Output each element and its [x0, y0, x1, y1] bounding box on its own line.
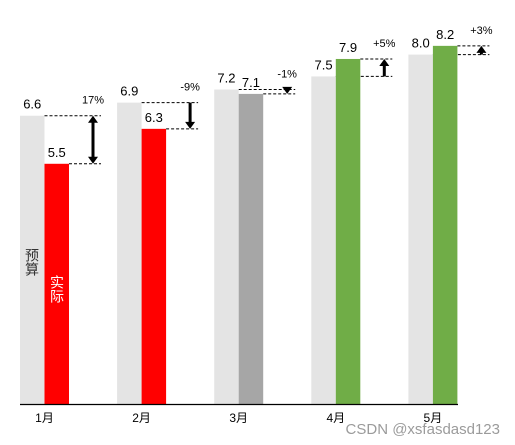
arrow-head-down [88, 156, 98, 164]
budget-bar-month-1 [20, 115, 45, 404]
variance-label-month-3: -1% [277, 69, 297, 81]
budget-value-label-month-4: 7.5 [315, 57, 333, 72]
variance-label-month-1: 17% [82, 95, 104, 107]
arrow-head-up [476, 45, 487, 53]
budget-value-label-month-3: 7.2 [217, 71, 235, 86]
arrow-head-up [88, 115, 98, 123]
budget-value-label-month-5: 8.0 [412, 36, 430, 51]
budget-bar-month-5 [408, 54, 433, 404]
bars [20, 45, 458, 405]
x-tick-label-month-4: 4月 [326, 411, 345, 425]
actual-bar-month-1 [44, 163, 69, 404]
variance-arrow-month-1 [88, 115, 98, 164]
legend-label-budget: 预算 [24, 248, 40, 276]
actual-value-label-month-2: 6.3 [145, 110, 163, 125]
actual-value-label-month-4: 7.9 [339, 40, 357, 55]
x-tick-label-month-5: 5月 [424, 411, 443, 425]
variance-arrow-month-3 [282, 86, 293, 94]
variance-label-month-5: +3% [470, 25, 493, 37]
arrow-head-down [282, 86, 293, 94]
budget-value-label-month-1: 6.6 [23, 97, 41, 112]
labels: 6.6 5.5 17% 1月 6.9 6.3 -9% 2月 7.2 7.1 -1% 3月 7.5 7.9 +… [23, 25, 493, 425]
actual-value-label-month-5: 8.2 [436, 27, 454, 42]
actual-bar-month-5 [432, 45, 458, 404]
actual-value-label-month-1: 5.5 [48, 145, 66, 160]
budget-bar-month-4 [311, 76, 336, 404]
budget-bar-month-2 [117, 102, 142, 404]
actual-bar-month-2 [141, 128, 167, 404]
arrow-head-up [379, 58, 390, 66]
variance-arrow-month-5 [476, 45, 487, 55]
budget-bar-month-3 [214, 89, 239, 405]
variance-arrow-month-4 [379, 58, 390, 77]
x-tick-label-month-1: 1月 [35, 411, 54, 425]
variance-label-month-2: -9% [180, 82, 200, 94]
variance-arrows [88, 45, 487, 164]
variance-label-month-4: +5% [373, 38, 396, 50]
arrow-head-down [185, 121, 196, 129]
actual-bar-month-4 [335, 58, 361, 405]
variance-arrow-month-2 [185, 102, 196, 129]
x-tick-label-month-2: 2月 [132, 411, 151, 425]
legend-label-actual: 实际 [49, 275, 65, 304]
watermark: CSDN @xsfasdasd123 [346, 421, 500, 438]
x-tick-label-month-3: 3月 [229, 411, 248, 425]
actual-bar-month-3 [238, 93, 264, 404]
budget-value-label-month-2: 6.9 [120, 84, 138, 99]
actual-value-label-month-3: 7.1 [242, 75, 260, 90]
